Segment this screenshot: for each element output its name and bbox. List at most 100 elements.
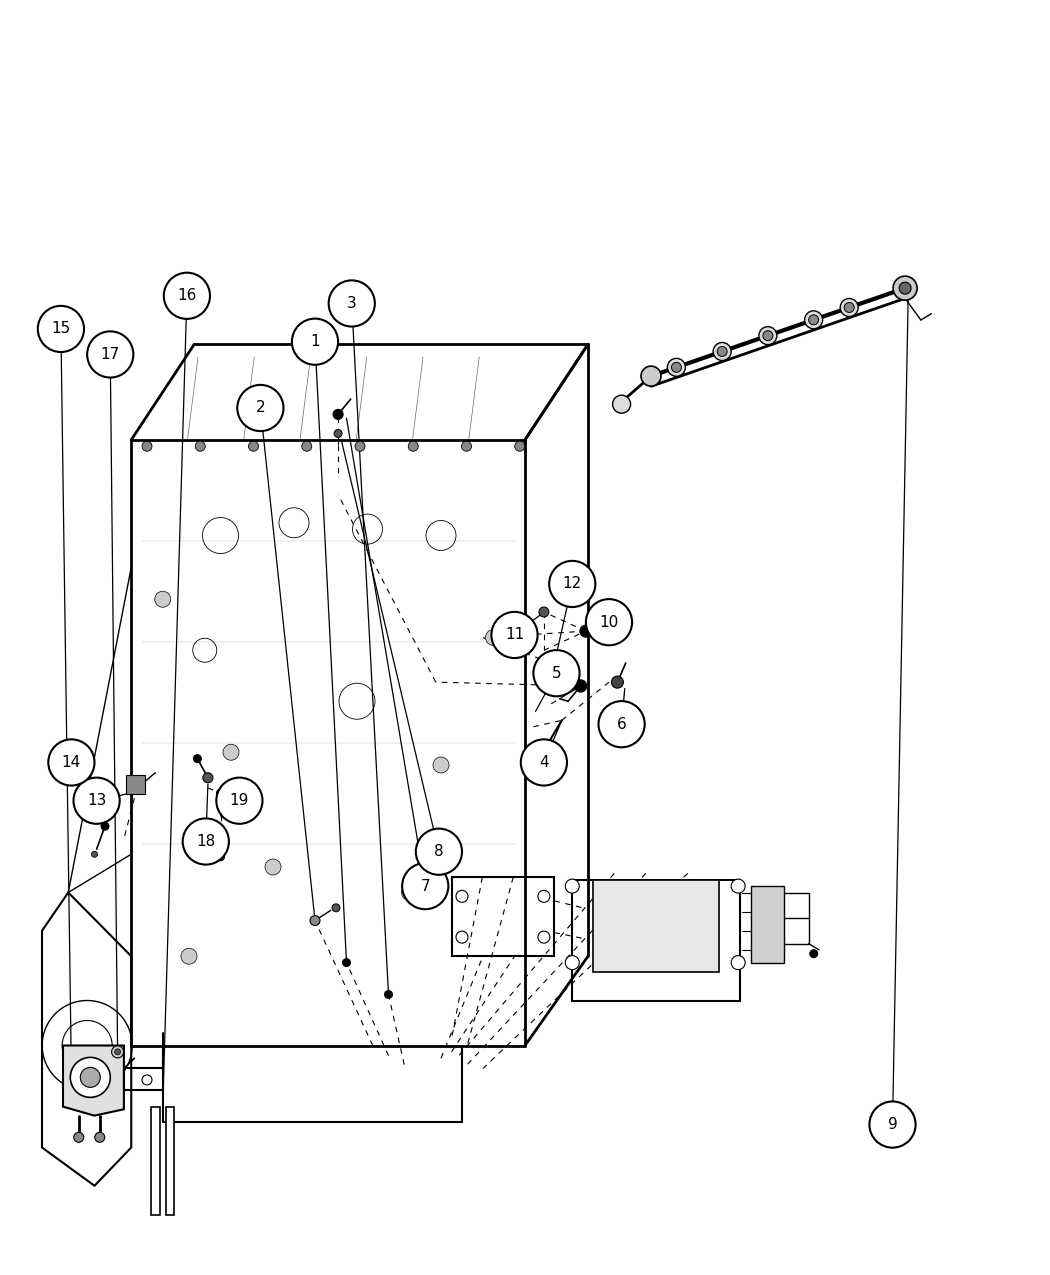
- Circle shape: [80, 1067, 101, 1088]
- Circle shape: [94, 1132, 105, 1142]
- Circle shape: [640, 366, 662, 386]
- Circle shape: [181, 949, 197, 964]
- Circle shape: [731, 880, 746, 892]
- Circle shape: [539, 607, 549, 617]
- Circle shape: [401, 885, 418, 900]
- Text: 1: 1: [310, 334, 320, 349]
- Circle shape: [731, 956, 746, 969]
- Circle shape: [408, 441, 418, 451]
- Circle shape: [565, 880, 580, 892]
- Circle shape: [840, 298, 858, 316]
- Circle shape: [668, 358, 686, 376]
- Circle shape: [538, 890, 550, 903]
- Circle shape: [114, 1049, 121, 1054]
- Circle shape: [265, 859, 281, 875]
- Circle shape: [433, 757, 449, 773]
- Text: 17: 17: [101, 347, 120, 362]
- Circle shape: [894, 277, 917, 300]
- Circle shape: [142, 441, 152, 451]
- Circle shape: [402, 863, 448, 909]
- Circle shape: [216, 789, 225, 797]
- Text: 14: 14: [62, 755, 81, 770]
- Text: 6: 6: [616, 717, 627, 732]
- Text: 3: 3: [346, 296, 357, 311]
- Circle shape: [545, 657, 558, 669]
- Circle shape: [671, 362, 681, 372]
- Circle shape: [216, 778, 262, 824]
- Circle shape: [183, 819, 229, 864]
- Bar: [751, 886, 784, 963]
- Bar: [572, 880, 740, 1001]
- Circle shape: [70, 1057, 110, 1098]
- Circle shape: [310, 915, 320, 926]
- Text: 8: 8: [434, 844, 444, 859]
- Circle shape: [810, 950, 818, 958]
- Polygon shape: [126, 775, 145, 794]
- Circle shape: [536, 751, 546, 761]
- Text: 2: 2: [255, 400, 266, 416]
- Circle shape: [74, 778, 120, 824]
- Circle shape: [491, 612, 538, 658]
- Circle shape: [713, 343, 731, 361]
- Text: 4: 4: [539, 755, 549, 770]
- Circle shape: [223, 745, 239, 760]
- Circle shape: [549, 561, 595, 607]
- Circle shape: [111, 1046, 124, 1058]
- Circle shape: [164, 273, 210, 319]
- Circle shape: [485, 630, 502, 645]
- Bar: [452, 877, 554, 956]
- Circle shape: [384, 991, 393, 998]
- Circle shape: [355, 441, 365, 451]
- Circle shape: [844, 302, 855, 312]
- Circle shape: [154, 592, 171, 607]
- Circle shape: [611, 676, 624, 688]
- Circle shape: [521, 740, 567, 785]
- Circle shape: [763, 330, 773, 340]
- Circle shape: [334, 430, 342, 437]
- Text: 13: 13: [87, 793, 106, 808]
- Circle shape: [514, 441, 525, 451]
- Circle shape: [533, 650, 580, 696]
- Circle shape: [416, 829, 462, 875]
- Bar: [151, 1107, 160, 1215]
- Text: 18: 18: [196, 834, 215, 849]
- Circle shape: [612, 395, 631, 413]
- Text: 7: 7: [420, 878, 430, 894]
- Text: 5: 5: [551, 666, 562, 681]
- Circle shape: [598, 701, 645, 747]
- Circle shape: [74, 1132, 84, 1142]
- Circle shape: [899, 282, 911, 295]
- Circle shape: [332, 904, 340, 912]
- Circle shape: [808, 315, 819, 325]
- Circle shape: [342, 959, 351, 966]
- Polygon shape: [63, 1046, 124, 1116]
- Circle shape: [203, 773, 213, 783]
- Circle shape: [101, 822, 109, 830]
- Text: 12: 12: [563, 576, 582, 592]
- Circle shape: [301, 441, 312, 451]
- Text: 9: 9: [887, 1117, 898, 1132]
- Circle shape: [329, 280, 375, 326]
- Circle shape: [249, 441, 258, 451]
- Text: 15: 15: [51, 321, 70, 337]
- Circle shape: [574, 680, 587, 692]
- Circle shape: [216, 853, 225, 861]
- Bar: [593, 880, 719, 972]
- Circle shape: [193, 755, 202, 762]
- Circle shape: [804, 311, 822, 329]
- Circle shape: [586, 599, 632, 645]
- Circle shape: [759, 326, 777, 344]
- Circle shape: [237, 385, 284, 431]
- Circle shape: [565, 956, 580, 969]
- Circle shape: [869, 1102, 916, 1148]
- Text: 19: 19: [230, 793, 249, 808]
- Circle shape: [462, 441, 471, 451]
- Circle shape: [538, 931, 550, 944]
- Circle shape: [48, 740, 94, 785]
- Circle shape: [717, 347, 728, 357]
- Circle shape: [580, 625, 592, 638]
- Circle shape: [91, 852, 98, 857]
- Circle shape: [195, 441, 205, 451]
- Circle shape: [456, 890, 468, 903]
- Bar: [166, 1107, 174, 1215]
